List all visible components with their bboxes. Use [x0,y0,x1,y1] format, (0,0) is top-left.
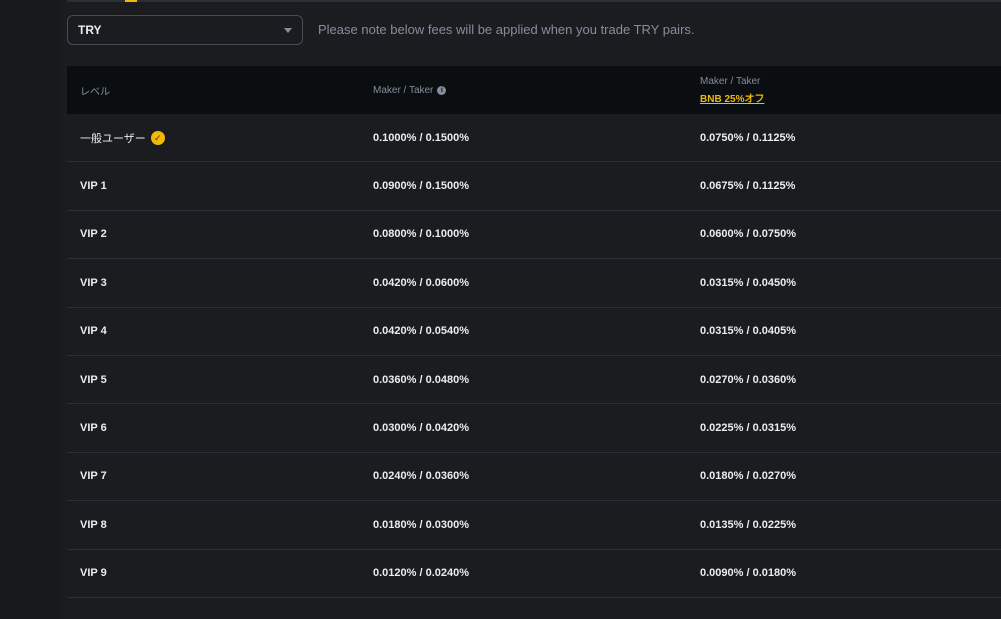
tab-divider [67,0,1001,2]
bnb-discount-link[interactable]: BNB 25%オフ [700,93,765,105]
table-row: VIP 8 0.0180% / 0.0300% 0.0135% / 0.0225… [67,501,1001,550]
verified-badge-icon: ✓ [150,130,165,145]
row-bnb-fee: 0.0270% / 0.0360% [700,373,797,386]
table-row: VIP 6 0.0300% / 0.0420% 0.0225% / 0.0315… [67,404,1001,453]
row-fee: 0.0300% / 0.0420% [373,422,470,435]
header-maker-taker: Maker / Taker [373,84,434,96]
fee-note: Please note below fees will be applied w… [318,22,695,37]
table-row: VIP 9 0.0120% / 0.0240% 0.0090% / 0.0180… [67,550,1001,598]
row-level: VIP 1 [80,180,107,193]
row-bnb-fee: 0.0180% / 0.0270% [700,470,797,483]
row-level: VIP 7 [80,470,107,483]
row-fee: 0.0240% / 0.0360% [373,470,470,483]
row-level: VIP 3 [80,276,107,289]
row-level: VIP 6 [80,422,107,435]
currency-select-value: TRY [78,23,102,37]
table-header: レベル Maker / Taker i Maker / Taker BNB 25%オ… [67,66,1001,114]
row-fee: 0.1000% / 0.1500% [373,131,470,144]
row-bnb-fee: 0.0315% / 0.0405% [700,325,797,338]
table-row: 一般ユーザー ✓ 0.1000% / 0.1500% 0.0750% / 0.11… [67,114,1001,163]
row-fee: 0.0800% / 0.1000% [373,228,470,241]
info-icon[interactable]: i [437,85,447,95]
row-bnb-fee: 0.0315% / 0.0450% [700,276,797,289]
row-fee: 0.0180% / 0.0300% [373,518,470,531]
row-level: VIP 2 [80,228,107,241]
row-bnb-fee: 0.0600% / 0.0750% [700,228,797,241]
row-level: 一般ユーザー [80,132,146,145]
row-bnb-fee: 0.0090% / 0.0180% [700,567,797,580]
header-maker-taker-bnb: Maker / Taker [700,75,761,87]
row-bnb-fee: 0.0225% / 0.0315% [700,422,797,435]
row-fee: 0.0900% / 0.1500% [373,180,470,193]
active-tab-indicator [125,0,137,2]
row-bnb-fee: 0.0135% / 0.0225% [700,518,797,531]
table-row: VIP 1 0.0900% / 0.1500% 0.0675% / 0.1125… [67,162,1001,211]
row-level: VIP 9 [80,567,107,580]
row-bnb-fee: 0.0750% / 0.1125% [700,131,796,144]
row-level: VIP 5 [80,373,107,386]
row-level: VIP 4 [80,325,107,338]
table-row: VIP 2 0.0800% / 0.1000% 0.0600% / 0.0750… [67,211,1001,260]
row-fee: 0.0420% / 0.0600% [373,276,470,289]
table-row: VIP 7 0.0240% / 0.0360% 0.0180% / 0.0270… [67,453,1001,502]
header-level: レベル [80,86,110,98]
caret-down-icon [284,27,292,33]
row-fee: 0.0420% / 0.0540% [373,325,470,338]
row-fee: 0.0120% / 0.0240% [373,567,470,580]
currency-select[interactable]: TRY [67,15,303,45]
table-row: VIP 4 0.0420% / 0.0540% 0.0315% / 0.0405… [67,308,1001,356]
row-bnb-fee: 0.0675% / 0.1125% [700,180,796,193]
table-row: VIP 3 0.0420% / 0.0600% 0.0315% / 0.0450… [67,259,1001,308]
table-row: VIP 5 0.0360% / 0.0480% 0.0270% / 0.0360… [67,356,1001,405]
left-panel [0,0,60,619]
row-level: VIP 8 [80,518,107,531]
fee-table: レベル Maker / Taker i Maker / Taker BNB 25%オ… [67,66,1001,598]
row-fee: 0.0360% / 0.0480% [373,373,470,386]
